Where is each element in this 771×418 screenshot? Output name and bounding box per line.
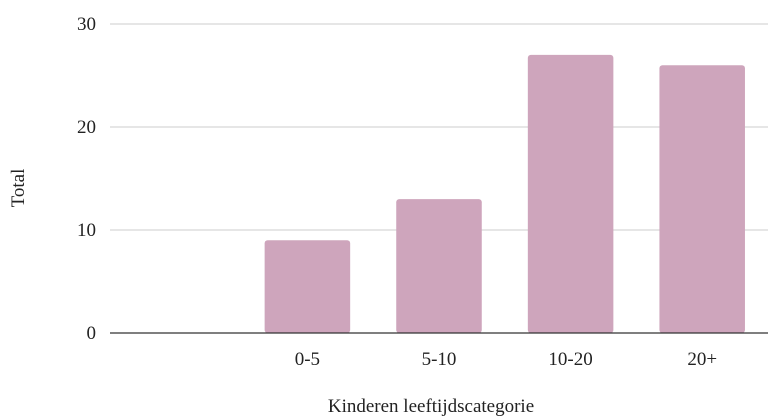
y-tick-label: 30 [77, 14, 96, 35]
y-tick-label: 20 [77, 117, 96, 138]
x-axis-title: Kinderen leeftijdscategorie [328, 396, 534, 417]
y-tick-label: 0 [87, 323, 97, 344]
bar-5-10 [396, 199, 482, 333]
x-tick-label: 10-20 [548, 349, 592, 370]
y-axis-ticks: 0 10 20 30 [77, 14, 96, 344]
x-tick-label: 0-5 [295, 349, 320, 370]
x-tick-label: 20+ [687, 349, 717, 370]
x-axis-ticks: 0-5 5-10 10-20 20+ [295, 349, 717, 370]
x-tick-label: 5-10 [422, 349, 457, 370]
y-axis-title: Total [8, 169, 29, 208]
bars [264, 54, 745, 334]
bar-10-20 [527, 54, 614, 334]
bar-0-5 [264, 240, 351, 333]
bar-20+ [659, 65, 745, 333]
y-tick-label: 10 [77, 220, 96, 241]
